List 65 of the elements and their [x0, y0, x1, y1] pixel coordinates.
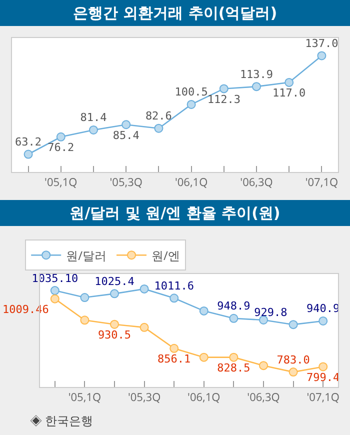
- point: [170, 344, 179, 353]
- point: [288, 368, 298, 377]
- x-tick-label: '06,1Q: [188, 390, 220, 406]
- point: [186, 100, 196, 109]
- point: [318, 316, 328, 326]
- point: [199, 306, 208, 316]
- data-label: 856.1: [158, 352, 191, 366]
- legend-label: 원/엔: [152, 246, 180, 264]
- data-label: 828.5: [217, 362, 250, 375]
- point: [170, 294, 179, 303]
- data-label: 1011.6: [154, 279, 194, 292]
- point: [229, 314, 238, 323]
- data-label: 100.5: [174, 86, 208, 99]
- data-label: 783.0: [276, 353, 310, 366]
- data-label: 82.6: [145, 110, 172, 123]
- point: [80, 293, 90, 302]
- x-tick-label: '06,1Q: [174, 175, 208, 190]
- x-tick-label: '05,3Q: [110, 175, 142, 190]
- x-tick-label: '06,3Q: [247, 390, 280, 406]
- data-label: 948.9: [217, 300, 250, 313]
- data-label: 113.9: [240, 68, 274, 81]
- point: [259, 361, 268, 370]
- x-tick-label: '07,1Q: [305, 175, 338, 190]
- x-tick-label: '07,1Q: [306, 390, 340, 406]
- point: [318, 362, 328, 372]
- data-label: 1035.10: [32, 272, 78, 285]
- data-label: 81.4: [80, 111, 108, 124]
- point: [288, 320, 298, 330]
- point: [50, 286, 60, 296]
- data-label: 137.0: [305, 36, 338, 50]
- point: [140, 322, 149, 332]
- data-label: 799.4: [306, 370, 340, 384]
- data-label: 929.8: [254, 306, 288, 319]
- point: [252, 82, 261, 92]
- data-label: 1009.46: [2, 303, 49, 316]
- legend-label: 원/달러: [66, 246, 107, 264]
- data-label: 1025.4: [94, 274, 135, 288]
- data-label: 112.3: [207, 92, 240, 106]
- point: [140, 284, 149, 294]
- point: [219, 84, 228, 94]
- point: [284, 78, 294, 87]
- chart-title: 원/달러 및 원/엔 환율 추이(원): [0, 200, 350, 226]
- data-label: 117.0: [272, 86, 306, 100]
- point: [154, 124, 164, 133]
- point: [229, 352, 238, 362]
- text: ◈ 한국은행: [30, 412, 94, 429]
- x-tick-label: '05,1Q: [44, 175, 78, 190]
- point: [56, 132, 66, 142]
- point: [110, 289, 119, 298]
- point: [89, 125, 98, 134]
- point: [199, 352, 208, 362]
- x-tick-label: '05,1Q: [68, 390, 102, 406]
- point: [122, 120, 131, 130]
- point: [24, 150, 33, 159]
- point: [317, 51, 326, 60]
- data-label: 76.2: [48, 141, 74, 154]
- chart-title: 은행간 외환거래 추이(억달러): [0, 0, 350, 26]
- point: [80, 316, 90, 325]
- point: [50, 294, 60, 304]
- data-label: 63.2: [15, 136, 42, 149]
- point: [110, 320, 119, 329]
- data-label: 85.4: [112, 128, 140, 142]
- x-tick-label: '06,3Q: [240, 175, 273, 190]
- x-tick-label: '05,3Q: [128, 390, 161, 406]
- data-label: 930.5: [98, 328, 132, 342]
